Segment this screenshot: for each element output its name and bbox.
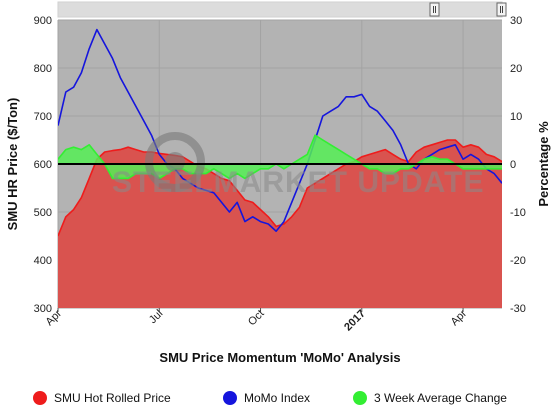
x-tick-label: Oct: [246, 308, 267, 329]
legend-item[interactable]: SMU Hot Rolled Price: [33, 391, 171, 405]
x-axis-ticks: Apr Jul Oct 2017 Apr: [44, 307, 470, 333]
watermark-text: STEELMARKET UPDATE: [112, 166, 484, 199]
right-tick-label: -30: [510, 303, 526, 315]
right-tick-label: -20: [510, 255, 526, 267]
legend: SMU Hot Rolled Price MoMo Index 3 Week Ave…: [33, 391, 507, 405]
legend-item[interactable]: 3 Week Average Change: [353, 391, 507, 405]
left-tick-label: 800: [34, 63, 52, 75]
right-axis-ticks: -30 -20 -10 0 10 20 30: [510, 15, 526, 315]
left-axis-ticks: 300 400 500 600 700 800 900: [34, 15, 52, 315]
range-navigator[interactable]: [57, 1, 507, 18]
left-tick-label: 400: [34, 255, 52, 267]
right-axis-title: Percentage %: [536, 121, 551, 207]
x-tick-label: Apr: [449, 307, 470, 328]
left-tick-label: 900: [34, 15, 52, 27]
right-tick-label: 0: [510, 159, 516, 171]
legend-label: 3 Week Average Change: [374, 391, 507, 405]
left-tick-label: 600: [34, 159, 52, 171]
left-tick-label: 500: [34, 207, 52, 219]
right-tick-label: -10: [510, 207, 526, 219]
momo-index-line: [58, 28, 502, 232]
watermark-logo: [145, 132, 205, 192]
right-tick-label: 20: [510, 63, 522, 75]
navigator-selection[interactable]: [58, 2, 502, 17]
left-tick-label: 700: [34, 111, 52, 123]
chart-title: SMU Price Momentum 'MoMo' Analysis: [159, 350, 400, 365]
left-axis-title: SMU HR Price ($/Ton): [5, 98, 20, 231]
legend-label: MoMo Index: [244, 391, 310, 405]
3-week-average-change-line: [58, 134, 502, 180]
navigator-left-handle[interactable]: [429, 2, 440, 17]
smu-hot-rolled-price-area: [58, 140, 502, 308]
right-tick-label: 30: [510, 15, 522, 27]
x-tick-label: 2017: [342, 308, 368, 334]
legend-item[interactable]: MoMo Index: [223, 391, 310, 405]
left-tick-label: 300: [34, 303, 52, 315]
navigator-right-handle[interactable]: [496, 2, 507, 17]
legend-label: SMU Hot Rolled Price: [54, 391, 171, 405]
legend-marker: [33, 391, 47, 405]
legend-marker: [353, 391, 367, 405]
right-tick-label: 10: [510, 111, 522, 123]
x-tick-label: Jul: [147, 308, 165, 326]
legend-marker: [223, 391, 237, 405]
